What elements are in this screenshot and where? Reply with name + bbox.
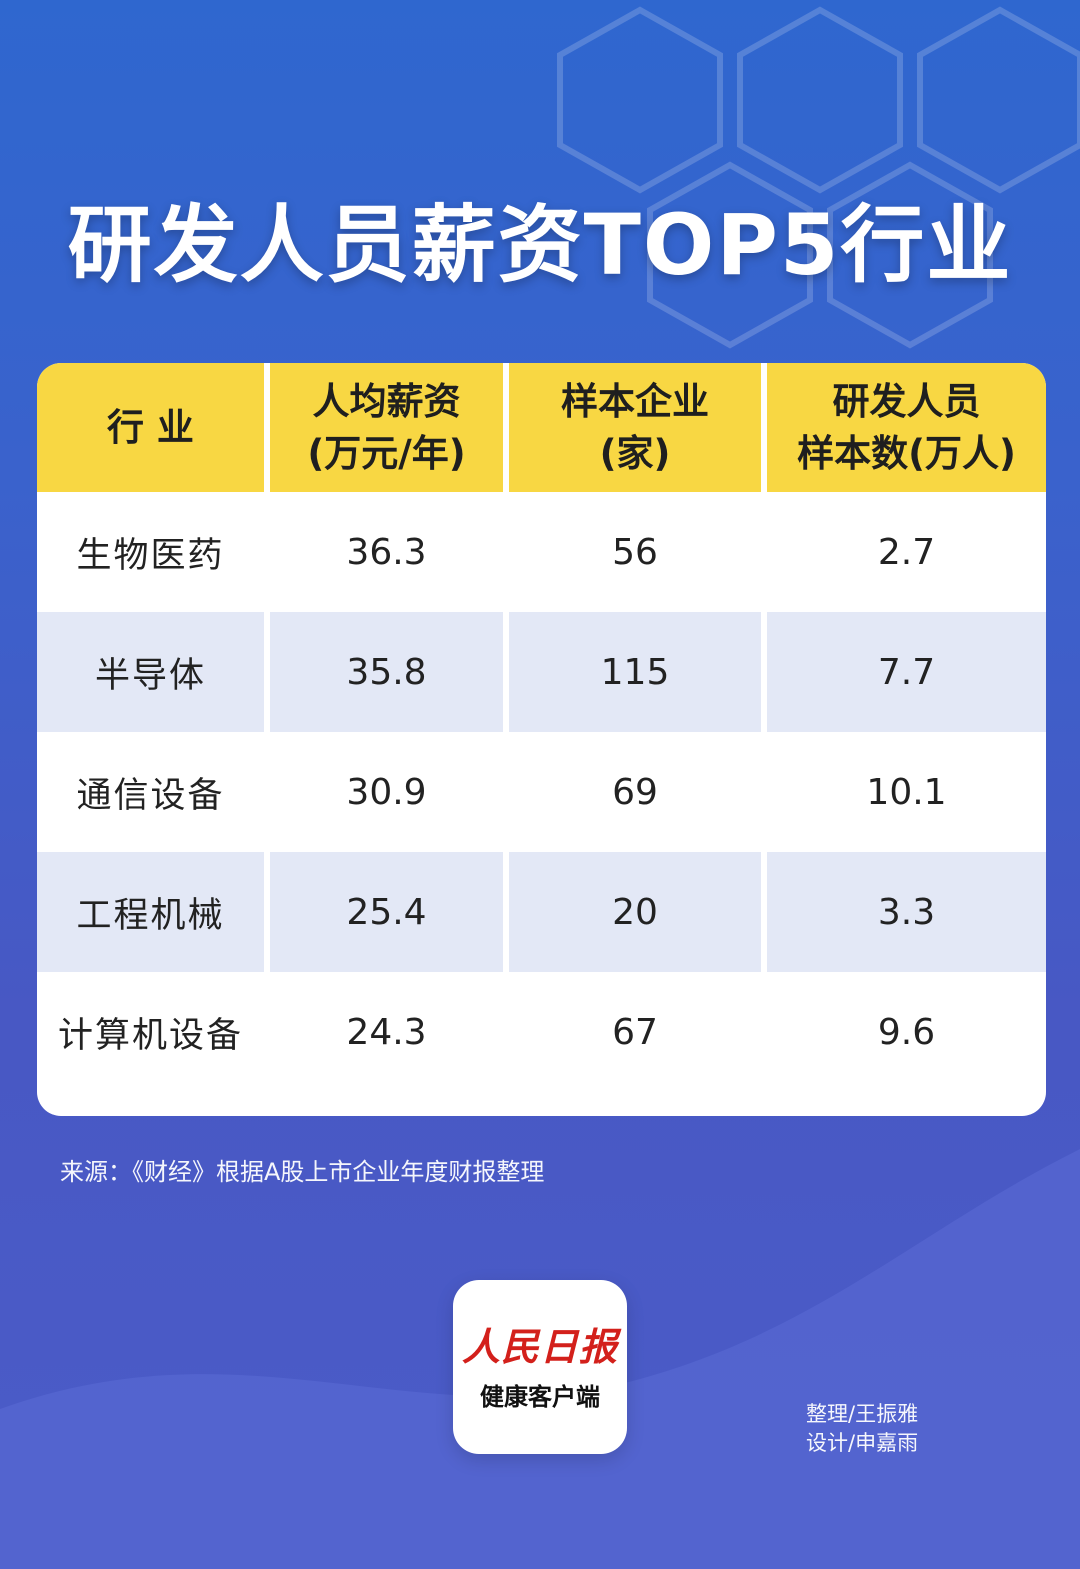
cell-industry: 工程机械 (37, 852, 270, 972)
cell-sample-companies: 115 (509, 612, 767, 732)
credit-editor: 整理/王振雅 (806, 1402, 919, 1426)
cell-rd-staff: 2.7 (877, 531, 936, 573)
table-row: 生物医药 36.3 56 2.7 (37, 492, 1046, 612)
column-header-line2: 样本数(万人) (797, 431, 1016, 475)
cell-industry: 通信设备 (37, 732, 270, 852)
column-header-line2: (万元/年) (307, 431, 466, 475)
cell-rd-staff: 3.3 (767, 852, 1046, 972)
table-row: 半导体 35.8 115 7.7 (37, 612, 1046, 732)
column-header-avg-salary: 人均薪资 (万元/年) (270, 363, 509, 492)
cell-rd-staff: 7.7 (767, 612, 1046, 732)
table-row: 计算机设备 24.3 67 9.6 (37, 972, 1046, 1092)
column-header-line2: (家) (599, 431, 671, 475)
cell-avg-salary: 24.3 (270, 972, 509, 1092)
column-header-sample-companies: 样本企业 (家) (509, 363, 767, 492)
source-note: 来源：《财经》根据A股上市企业年度财报整理 (60, 1158, 545, 1186)
cell-avg-salary: 36.3 (270, 492, 509, 612)
cell-avg-salary: 35.8 (270, 612, 509, 732)
cell-industry: 计算机设备 (37, 972, 270, 1092)
credits: 整理/王振雅 设计/申嘉雨 (806, 1400, 918, 1458)
column-header-industry: 行 业 (37, 363, 270, 492)
column-header-line1: 人均薪资 (312, 379, 461, 423)
salary-table: 行 业 人均薪资 (万元/年) 样本企业 (家) 研发人员 样本数(万人) 生物… (37, 363, 1046, 1116)
cell-industry: 生物医药 (37, 492, 270, 612)
table-row: 通信设备 30.9 69 10.1 (37, 732, 1046, 852)
cell-industry: 半导体 (37, 612, 270, 732)
app-logo: 人民日报 健康客户端 (453, 1280, 627, 1454)
table-row: 工程机械 25.4 20 3.3 (37, 852, 1046, 972)
cell-sample-companies: 67 (509, 972, 767, 1092)
cell-sample-companies: 20 (509, 852, 767, 972)
page-title: 研发人员薪资TOP5行业 (67, 196, 1013, 294)
column-header-rd-staff: 研发人员 样本数(万人) (767, 363, 1046, 492)
wave-background (0, 1149, 1080, 1569)
cell-avg-salary: 30.9 (270, 732, 509, 852)
cell-avg-salary: 25.4 (270, 852, 509, 972)
cell-sample-companies: 56 (509, 492, 767, 612)
cell-rd-staff: 9.6 (877, 1011, 936, 1053)
column-header-line1: 样本企业 (561, 379, 709, 423)
logo-subtitle: 健康客户端 (480, 1382, 600, 1411)
cell-rd-staff: 10.1 (866, 771, 947, 813)
table-body: 生物医药 36.3 56 2.7 半导体 35.8 115 7.7 通信设备 3… (37, 492, 1046, 1092)
logo-name: 人民日报 (461, 1324, 618, 1369)
column-header-line1: 研发人员 (832, 379, 981, 423)
credit-designer: 设计/申嘉雨 (806, 1431, 919, 1455)
hexagon-background-pattern (557, 6, 1080, 349)
column-header-line1: 行 业 (107, 405, 194, 449)
table-header: 行 业 人均薪资 (万元/年) 样本企业 (家) 研发人员 样本数(万人) (37, 363, 1046, 492)
cell-sample-companies: 69 (509, 732, 767, 852)
